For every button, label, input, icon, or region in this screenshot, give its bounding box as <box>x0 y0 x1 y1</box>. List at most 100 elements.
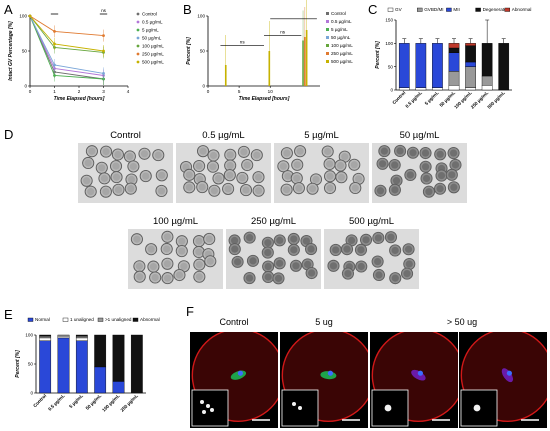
oocyte-cytoplasm <box>238 174 246 182</box>
spindle <box>411 369 426 381</box>
bar-segment <box>94 366 107 394</box>
y-axis-label: Percent [%] <box>375 41 381 69</box>
y-tick-label: 100 <box>385 41 393 46</box>
data-point <box>53 42 56 46</box>
oocyte-cytoplasm <box>254 173 263 181</box>
annotation-ns: ns <box>101 8 107 13</box>
oocyte-cytoplasm <box>350 161 358 169</box>
legend-label: MII <box>453 7 459 12</box>
oocyte-cytoplasm <box>264 239 272 247</box>
oocyte-cytoplasm <box>198 183 206 191</box>
data-point <box>102 72 105 75</box>
bar-segment <box>75 340 88 394</box>
oocyte-cytoplasm <box>112 162 120 170</box>
chromosome-dot <box>292 402 296 406</box>
legend-marker <box>136 52 140 56</box>
bar-segment <box>112 334 125 382</box>
legend-label: 0.5 µg/mL <box>331 19 352 24</box>
oocyte-cytoplasm <box>230 236 239 245</box>
oocyte-cytoplasm <box>209 163 217 171</box>
oocyte-cytoplasm <box>276 236 284 244</box>
legend-marker <box>326 28 329 31</box>
oocyte-cytoplasm <box>357 246 365 254</box>
micrograph-image <box>226 229 321 289</box>
oocyte-cytoplasm <box>292 262 300 270</box>
legend-marker <box>326 52 329 55</box>
oocyte-cytoplasm <box>224 185 232 193</box>
oocyte-cytoplasm <box>293 161 301 169</box>
oocyte-cytoplasm <box>127 175 136 184</box>
bar-segment <box>465 66 476 88</box>
oocyte-cytoplasm <box>102 188 110 196</box>
fluorescence-image <box>280 332 368 428</box>
oocyte-cytoplasm <box>448 171 456 179</box>
oocyte-cytoplasm <box>199 147 207 155</box>
oocyte-cytoplasm <box>307 245 315 253</box>
bar-segment <box>39 335 52 339</box>
bar-segment <box>75 337 88 341</box>
oocyte-cytoplasm <box>357 262 365 271</box>
oocyte-cytoplasm <box>326 172 334 180</box>
bar-segment <box>398 43 410 88</box>
annotation-ns: ns <box>240 39 246 44</box>
oocyte-cytoplasm <box>243 161 251 169</box>
bar-segment <box>498 43 510 91</box>
oocyte-cytoplasm <box>264 248 272 257</box>
bar-segment <box>448 71 460 86</box>
category-label: 50 µg/mL <box>85 393 103 411</box>
legend-label: 50 µg/mL <box>142 36 162 41</box>
oocyte-cytoplasm <box>404 245 413 253</box>
fluorescence-image <box>370 332 458 428</box>
legend-label: Degenerate <box>483 7 507 12</box>
fluorescence-image <box>190 332 278 428</box>
legend-marker <box>97 317 104 322</box>
micrograph-title: 250 µg/mL <box>250 216 297 227</box>
x-tick-label: 5 <box>238 89 241 94</box>
category-label: 250 µg/mL <box>120 393 140 413</box>
category-label: Control <box>32 393 47 408</box>
oocyte-cytoplasm <box>391 246 399 255</box>
oocyte-cytoplasm <box>147 245 155 253</box>
micrograph-image <box>372 143 467 203</box>
legend-marker <box>62 317 69 322</box>
y-tick-label: 50 <box>22 49 28 54</box>
legend-label: Normal <box>35 317 50 322</box>
oocyte-cytoplasm <box>396 147 404 155</box>
oocyte-cytoplasm <box>376 187 385 195</box>
legend-marker <box>475 7 481 12</box>
oocyte-cytoplasm <box>403 270 411 278</box>
oocyte-cytoplasm <box>195 273 203 281</box>
y-tick-label: 0 <box>24 84 27 89</box>
oocyte-cytoplasm <box>324 147 332 156</box>
series-line <box>29 15 104 74</box>
legend-label: GVBD/MI <box>424 7 443 12</box>
y-tick-label: 50 <box>28 362 34 367</box>
bar-segment <box>415 43 427 88</box>
legend-label: Control <box>331 11 346 16</box>
oocyte-cytoplasm <box>304 260 312 268</box>
category-label: 5 µg/mL <box>68 393 84 409</box>
oocyte-cytoplasm <box>135 262 143 270</box>
oocyte-cytoplasm <box>209 151 218 160</box>
legend-marker <box>136 36 140 40</box>
chromosomes <box>237 370 243 376</box>
y-tick-label: 150 <box>385 18 393 23</box>
legend-label: 1 unaligned <box>70 317 94 322</box>
oocyte-cytoplasm <box>154 151 162 159</box>
data-point <box>102 49 105 53</box>
oocyte-cytoplasm <box>114 150 122 159</box>
fluorescence-title: Control <box>219 317 249 327</box>
oocyte-cytoplasm <box>421 163 430 171</box>
data-point <box>53 74 56 77</box>
oocyte-cytoplasm <box>391 274 399 282</box>
y-tick-label: 100 <box>25 333 33 338</box>
oocyte-cytoplasm <box>283 149 291 157</box>
legend-marker <box>326 20 329 23</box>
oocyte-cytoplasm <box>185 171 193 179</box>
micrograph-title: 100 µg/mL <box>152 216 199 227</box>
oocyte-cytoplasm <box>151 273 159 282</box>
oocyte-cytoplasm <box>264 262 272 271</box>
panel-letter-d: D <box>4 127 14 142</box>
oocyte-cytoplasm <box>163 233 171 241</box>
micrograph-image <box>274 143 369 203</box>
